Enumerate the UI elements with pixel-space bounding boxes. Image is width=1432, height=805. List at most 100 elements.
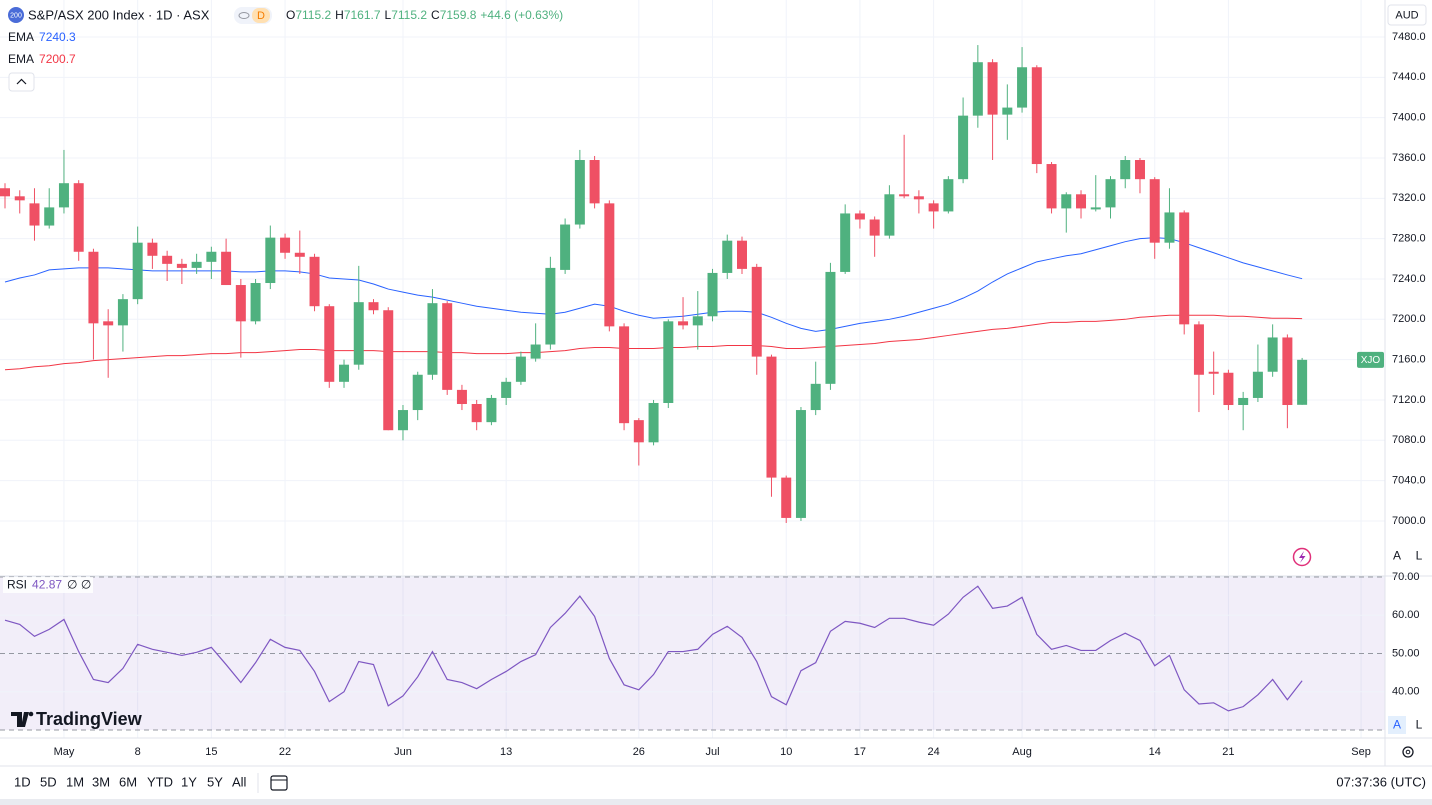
y-tick-label: 7320.0 xyxy=(1392,192,1426,204)
candle-body xyxy=(442,303,453,390)
candle-body xyxy=(574,160,585,225)
candle-body xyxy=(412,374,423,411)
timeframe-button[interactable]: 3M xyxy=(92,774,110,789)
candle-body xyxy=(1046,164,1057,209)
candle-body xyxy=(781,477,792,518)
timeframe-button[interactable]: 5Y xyxy=(207,774,223,789)
log-scale-button[interactable] xyxy=(1410,547,1428,565)
candle-body xyxy=(471,404,482,423)
rsi-auto-scale-button[interactable] xyxy=(1388,716,1406,734)
candle-body xyxy=(1120,160,1131,180)
change-value: +44.6 (+0.63%) xyxy=(480,8,563,22)
candle-body xyxy=(1193,324,1204,375)
candle-body xyxy=(1164,212,1175,243)
rsi-legend-bg xyxy=(3,577,93,593)
timeframe-button[interactable]: 6M xyxy=(119,774,137,789)
timeframe-button[interactable]: All xyxy=(232,774,247,789)
settings-icon[interactable] xyxy=(1402,746,1414,758)
timeframe-button[interactable]: 1D xyxy=(14,774,31,789)
candle-body xyxy=(560,224,571,270)
y-tick-label: 7240.0 xyxy=(1392,273,1426,285)
ema-name: EMA xyxy=(8,52,34,66)
collapse-legend-button[interactable] xyxy=(8,72,35,92)
ema-line xyxy=(4,314,1303,371)
chevron-icon xyxy=(16,78,27,85)
timeframe-button[interactable]: 1Y xyxy=(181,774,197,789)
y-tick-label: 7440.0 xyxy=(1392,71,1426,83)
candle-body xyxy=(545,267,556,345)
candle-body xyxy=(1267,337,1278,372)
ohlc-legend: O7115.2 H7161.7 L7115.2 C7159.8 +44.6 (+0.63… xyxy=(286,8,563,22)
interval-badge-text: D xyxy=(257,10,265,22)
auto-scale-button[interactable] xyxy=(1388,547,1406,565)
x-tick-label: 15 xyxy=(205,746,217,758)
symbol-title: S&P/ASX 200 Index · 1D · ASX xyxy=(28,7,210,22)
rsi-line xyxy=(4,585,1303,712)
ema-value: 7200.7 xyxy=(39,52,76,66)
candle-body xyxy=(692,316,703,326)
candle-body xyxy=(869,219,880,236)
y-tick-label: 7160.0 xyxy=(1392,354,1426,366)
ema-legend: EMA 7200.7 xyxy=(8,52,76,66)
y-tick-label: 7120.0 xyxy=(1392,394,1426,406)
candle-body xyxy=(117,299,128,326)
timeframe-button[interactable]: 1M xyxy=(66,774,84,789)
y-tick-label: 60.00 xyxy=(1392,609,1420,621)
x-tick-label: 8 xyxy=(135,746,141,758)
logo-dot xyxy=(28,711,34,717)
candle-body xyxy=(1252,371,1263,398)
x-tick-label: 10 xyxy=(780,746,792,758)
candle-body xyxy=(29,203,40,226)
candle-body xyxy=(1061,194,1072,209)
candle-body xyxy=(294,252,305,257)
candle-body xyxy=(44,207,55,226)
candle-body xyxy=(397,410,408,431)
ema-name: EMA xyxy=(8,30,34,44)
x-tick-label: 21 xyxy=(1222,746,1234,758)
candle-body xyxy=(1017,67,1028,108)
candle-body xyxy=(678,321,689,326)
alert-icon[interactable] xyxy=(1292,547,1312,567)
candle-body xyxy=(58,183,69,208)
close-label: C xyxy=(431,8,440,22)
timeframe-button[interactable]: YTD xyxy=(147,774,173,789)
timeframe-button[interactable]: 5D xyxy=(40,774,57,789)
candle-body xyxy=(383,310,394,431)
x-tick-label: 14 xyxy=(1149,746,1161,758)
eye-icon xyxy=(238,12,250,19)
logo-mark xyxy=(11,712,29,727)
ema-legend: EMA 7240.3 xyxy=(8,30,76,44)
candle-body xyxy=(1134,160,1145,180)
candle-body xyxy=(619,326,630,424)
y-tick-label: 7040.0 xyxy=(1392,475,1426,487)
candle-body xyxy=(1076,194,1087,209)
candle-body xyxy=(427,303,438,375)
currency-label: AUD xyxy=(1395,9,1418,21)
candle-body xyxy=(633,420,644,443)
date-range-icon[interactable] xyxy=(270,775,288,791)
candle-body xyxy=(958,115,969,180)
rsi-log-scale-button[interactable] xyxy=(1410,716,1428,734)
candle-body xyxy=(280,237,291,253)
candle-body xyxy=(854,213,865,220)
high-value: 7161.7 xyxy=(344,8,381,22)
high-label: H xyxy=(335,8,344,22)
candle-body xyxy=(515,356,526,382)
interval-badge xyxy=(252,8,270,23)
y-tick-label: 7080.0 xyxy=(1392,434,1426,446)
candle-body xyxy=(707,272,718,317)
candle-body xyxy=(103,321,114,326)
rsi-icons: ∅ ∅ xyxy=(67,578,91,592)
candle-body xyxy=(176,263,187,268)
candle-body xyxy=(324,306,335,382)
currency-button[interactable] xyxy=(1387,4,1427,26)
candle-body xyxy=(501,381,512,398)
ema-value: 7240.3 xyxy=(39,30,76,44)
candle-body xyxy=(309,256,320,307)
logo-text: TradingView xyxy=(36,709,143,729)
rsi-legend: RSI 42.87 ∅ ∅ xyxy=(7,578,91,592)
candle-body xyxy=(722,240,733,273)
x-tick-label: 26 xyxy=(633,746,645,758)
rsi-title: RSI xyxy=(7,578,27,592)
